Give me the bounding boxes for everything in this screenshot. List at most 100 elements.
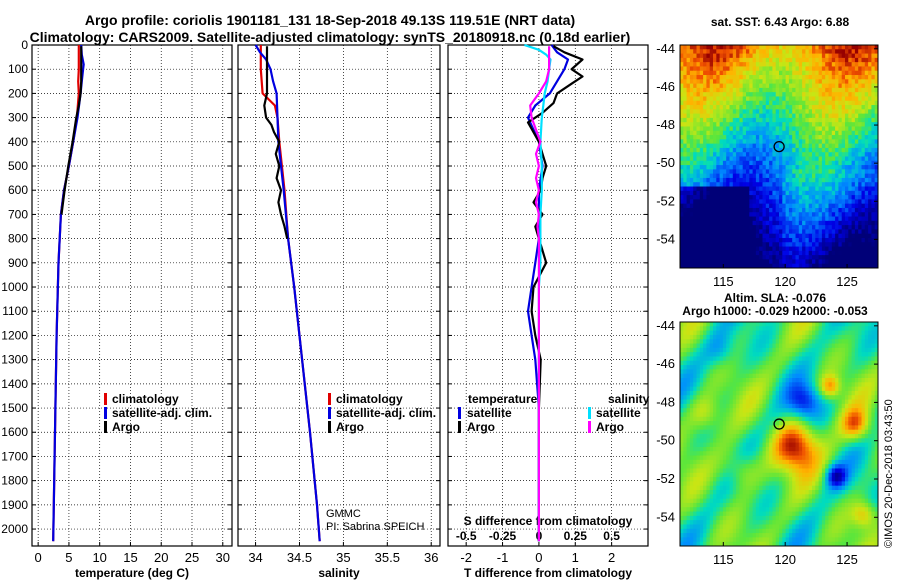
map-cell — [680, 109, 684, 115]
map-cell — [788, 62, 793, 67]
map-cell — [785, 152, 790, 157]
map-cell — [689, 79, 694, 85]
map-cell — [713, 365, 717, 370]
difference-legend: temperature satellite Argo salinity sate… — [458, 392, 650, 434]
map-cell — [683, 237, 688, 243]
map-cell — [752, 343, 757, 349]
map-cell — [848, 225, 853, 230]
map-cell — [851, 79, 856, 85]
map-cell — [861, 53, 866, 59]
map-cell — [798, 242, 803, 248]
map-cell — [861, 255, 866, 260]
map-cell — [746, 147, 750, 153]
map-cell — [719, 259, 724, 265]
map-cell — [831, 135, 836, 140]
map-cell — [815, 169, 820, 175]
map-cell — [785, 360, 790, 366]
map-cell — [765, 373, 770, 379]
map-cell — [812, 135, 816, 140]
map-cell — [779, 109, 783, 115]
map-cell — [825, 177, 829, 183]
map-cell — [759, 117, 763, 123]
map-cell — [874, 139, 879, 145]
map-cell — [871, 399, 876, 405]
map-cell — [706, 408, 711, 413]
map-cell — [858, 49, 862, 55]
map-cell — [680, 220, 684, 226]
map-cell — [739, 49, 744, 55]
map-cell — [779, 352, 783, 357]
map-cell — [831, 263, 836, 269]
map-cell — [874, 203, 879, 209]
map-cell — [871, 378, 876, 383]
map-cell — [812, 186, 816, 192]
map-cell — [713, 237, 717, 243]
map-cell — [683, 75, 688, 80]
map-cell — [785, 255, 790, 260]
map-cell — [782, 113, 787, 119]
map-cell — [689, 83, 694, 89]
map-cell — [802, 250, 806, 256]
map-cell — [755, 135, 760, 140]
map-cell — [838, 263, 843, 269]
map-cell — [802, 339, 806, 345]
map-cell — [858, 169, 862, 175]
map-cell — [769, 62, 773, 67]
map-cell — [812, 139, 816, 145]
map-cell — [812, 83, 816, 89]
map-cell — [736, 322, 740, 327]
map-cell — [854, 347, 859, 353]
map-cell — [798, 152, 803, 157]
map-cell — [713, 87, 717, 93]
map-cell — [848, 79, 853, 85]
map-cell — [693, 70, 697, 76]
map-cell — [739, 126, 744, 132]
map-cell — [703, 382, 707, 388]
map-cell — [858, 233, 862, 239]
map-cell — [772, 113, 777, 119]
map-cell — [726, 233, 730, 239]
map-cell — [798, 122, 803, 127]
map-cell — [746, 378, 750, 383]
map-cell — [798, 425, 803, 431]
map-cell — [736, 135, 740, 140]
map-cell — [683, 382, 688, 388]
map-cell — [851, 343, 856, 349]
map-cell — [680, 255, 684, 260]
map-cell — [795, 126, 800, 132]
map-cell — [706, 156, 711, 162]
map-frame — [679, 44, 879, 269]
map-cell — [851, 156, 856, 162]
map-cell — [703, 360, 707, 366]
map-cell — [779, 62, 783, 67]
map-cell — [802, 70, 806, 76]
map-cell — [788, 130, 793, 136]
map-cell — [696, 421, 701, 426]
map-cell — [871, 45, 876, 50]
map-x-tick-label: 115 — [713, 274, 734, 289]
map-cell — [689, 87, 694, 93]
map-cell — [696, 117, 701, 123]
map-cell — [699, 395, 704, 401]
map-cell — [779, 182, 783, 188]
map-cell — [775, 386, 780, 392]
map-cell — [825, 207, 829, 213]
depth-tick-label: 2000 — [1, 522, 28, 536]
map-cell — [815, 412, 820, 418]
map-cell — [772, 242, 777, 248]
map-cell — [742, 49, 747, 55]
map-cell — [785, 334, 790, 340]
map-cell — [716, 173, 721, 179]
map-cell — [815, 122, 820, 127]
map-cell — [686, 130, 691, 136]
map-cell — [689, 326, 694, 332]
map-cell — [874, 126, 879, 132]
map-cell — [871, 130, 876, 136]
map-cell — [848, 382, 853, 388]
map-cell — [861, 62, 866, 67]
map-cell — [699, 369, 704, 375]
map-cell — [713, 403, 717, 409]
map-cell — [762, 186, 767, 192]
map-cell — [805, 130, 810, 136]
map-cell — [722, 330, 727, 336]
